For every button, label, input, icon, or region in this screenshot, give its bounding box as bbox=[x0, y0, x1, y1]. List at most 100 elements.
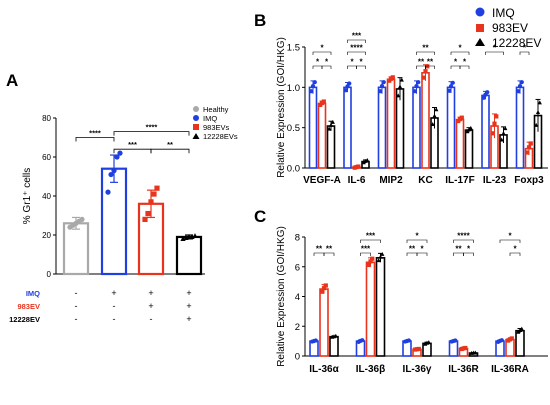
y-axis-label-a: % Gr1⁺ cells bbox=[22, 168, 33, 224]
y-tick-label-a: 40 bbox=[42, 192, 51, 201]
category-label: IL-36β bbox=[356, 364, 385, 375]
y-tick-label: 1.5 bbox=[287, 43, 300, 54]
sig-label-a: **** bbox=[146, 123, 158, 132]
y-tick-label-a: 80 bbox=[42, 114, 51, 123]
data-point bbox=[481, 95, 486, 100]
data-point bbox=[414, 83, 419, 89]
condition-row-label-12228ev: 12228EV bbox=[9, 315, 40, 324]
category-label: IL-36γ bbox=[403, 364, 432, 375]
data-point bbox=[501, 131, 506, 135]
legend-a-healthy-label: Healthy bbox=[203, 105, 229, 114]
sig-label: * bbox=[325, 58, 329, 67]
data-point bbox=[406, 338, 411, 343]
bar-a-0 bbox=[62, 222, 90, 276]
data-point bbox=[494, 114, 499, 119]
sig-label: * bbox=[458, 44, 462, 53]
data-point bbox=[381, 80, 386, 85]
sig-label: * bbox=[467, 245, 471, 254]
data-point bbox=[356, 164, 361, 169]
data-point bbox=[421, 75, 426, 80]
data-point bbox=[519, 80, 524, 85]
sig-bracket bbox=[323, 252, 335, 256]
point-a-2 bbox=[148, 199, 154, 205]
category-label: IL-6 bbox=[348, 175, 366, 186]
data-point bbox=[379, 83, 385, 89]
condition-cell: + bbox=[186, 288, 191, 298]
data-point bbox=[473, 350, 478, 355]
sig-bracket bbox=[360, 252, 371, 256]
sig-bracket bbox=[356, 65, 366, 69]
data-point bbox=[426, 340, 431, 345]
bar bbox=[329, 335, 339, 357]
data-point bbox=[528, 141, 533, 146]
data-point bbox=[434, 107, 439, 112]
condition-cell: - bbox=[113, 314, 116, 324]
sig-bracket-a bbox=[150, 148, 190, 154]
bar bbox=[412, 86, 421, 169]
data-point bbox=[535, 110, 541, 115]
data-point bbox=[537, 100, 542, 105]
data-point bbox=[376, 258, 381, 263]
sig-bracket bbox=[347, 39, 366, 43]
condition-cell: - bbox=[113, 301, 116, 311]
chart-c: 0 2 4 6 8 Relative Expression (GOI/HKG) IL-36α… bbox=[276, 226, 548, 375]
data-point bbox=[378, 89, 383, 94]
y-tick-label-a: 60 bbox=[42, 153, 51, 162]
sig-bracket bbox=[321, 65, 332, 69]
legend-a-healthy-marker bbox=[193, 106, 199, 112]
point-a-1 bbox=[108, 171, 114, 178]
condition-cell: + bbox=[148, 301, 153, 311]
data-point bbox=[423, 69, 428, 74]
legend-a-imq-marker bbox=[193, 115, 199, 121]
category-label: IL-36R bbox=[448, 364, 479, 375]
data-point bbox=[412, 89, 417, 94]
sig-label: * bbox=[350, 58, 354, 67]
y-tick-label-a: 0 bbox=[47, 270, 52, 279]
y-tick-label: 2 bbox=[295, 322, 300, 333]
bar bbox=[308, 86, 318, 169]
condition-cell: - bbox=[75, 288, 78, 298]
bar bbox=[317, 102, 327, 169]
data-point bbox=[327, 126, 332, 131]
y-tick-label: 6 bbox=[295, 262, 300, 273]
data-point bbox=[368, 259, 373, 264]
data-point bbox=[397, 84, 403, 89]
sig-label: ** bbox=[316, 245, 323, 254]
sig-label-a: ** bbox=[167, 140, 173, 149]
legend-a-imq-label: IMQ bbox=[203, 114, 217, 123]
bar bbox=[395, 88, 405, 169]
data-point bbox=[390, 75, 395, 80]
sig-label: * bbox=[493, 44, 497, 53]
data-point bbox=[416, 346, 421, 352]
sig-label: * bbox=[320, 44, 324, 53]
bar bbox=[343, 86, 352, 169]
data-point bbox=[526, 145, 532, 150]
bar-a-3 bbox=[175, 235, 203, 276]
data-point bbox=[430, 121, 435, 126]
sig-bracket bbox=[485, 51, 504, 55]
data-point bbox=[313, 338, 318, 343]
data-point bbox=[347, 81, 352, 86]
sig-label: * bbox=[454, 58, 458, 67]
data-point bbox=[517, 327, 523, 332]
category-label: IL-36RA bbox=[491, 364, 529, 375]
condition-cell: - bbox=[150, 314, 153, 324]
data-point bbox=[492, 121, 497, 126]
data-point bbox=[366, 262, 371, 268]
data-point bbox=[463, 345, 468, 351]
data-point bbox=[534, 122, 539, 127]
condition-cell: + bbox=[186, 301, 191, 311]
data-point bbox=[370, 256, 375, 261]
bar bbox=[375, 257, 386, 357]
data-point bbox=[378, 254, 383, 259]
sig-bracket bbox=[499, 239, 521, 243]
point-a-2 bbox=[154, 185, 160, 191]
sig-label: **** bbox=[457, 232, 470, 241]
bar bbox=[446, 86, 456, 169]
legend-a-12228-label: 12228EVs bbox=[203, 132, 238, 141]
category-label: KC bbox=[418, 175, 432, 186]
bar bbox=[377, 86, 387, 169]
data-point bbox=[330, 119, 335, 124]
